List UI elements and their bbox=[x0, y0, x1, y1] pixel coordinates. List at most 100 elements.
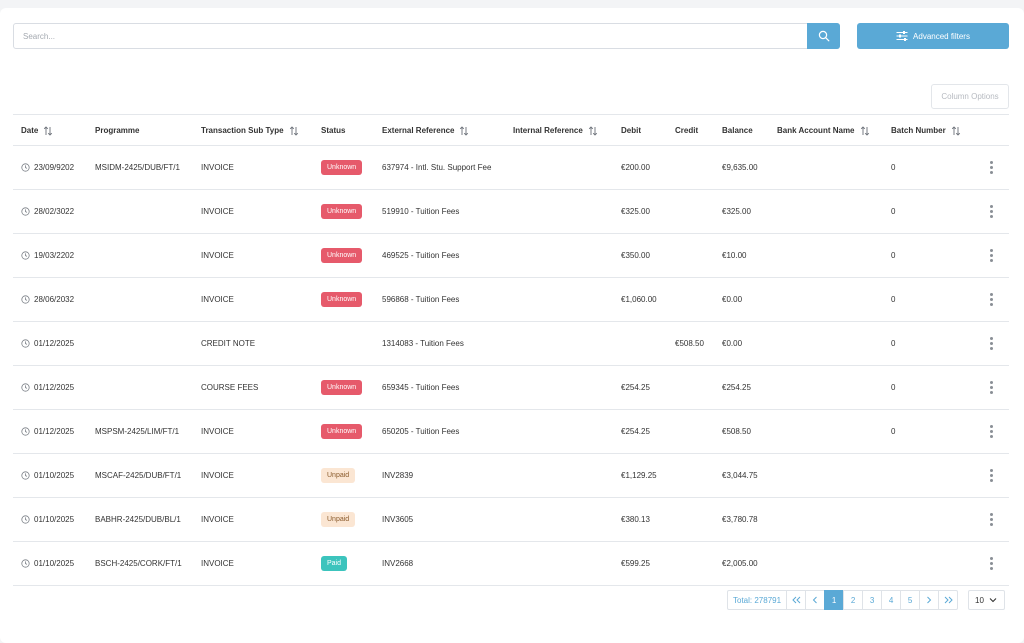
last-page-button[interactable] bbox=[938, 590, 959, 610]
column-header-label: Balance bbox=[722, 126, 753, 135]
cell-subtype: INVOICE bbox=[201, 295, 234, 304]
column-header-label: Credit bbox=[675, 126, 699, 135]
page-button-3[interactable]: 3 bbox=[862, 590, 883, 610]
status-badge: Unknown bbox=[321, 248, 363, 263]
sort-icon bbox=[289, 125, 299, 136]
column-header-date[interactable]: Date bbox=[21, 115, 53, 146]
cell-programme: MSPSM-2425/LIM/FT/1 bbox=[95, 427, 180, 436]
sort-icon bbox=[43, 125, 53, 136]
date-text: 19/03/2202 bbox=[34, 251, 75, 260]
cell-extref: INV3605 bbox=[382, 515, 414, 524]
cell-extref: 659345 - Tuition Fees bbox=[382, 383, 460, 392]
cell-date: 28/02/3022 bbox=[21, 190, 74, 233]
column-header-label: Programme bbox=[95, 126, 140, 135]
column-options-button[interactable]: Column Options bbox=[931, 84, 1009, 109]
prev-page-button[interactable] bbox=[805, 590, 826, 610]
column-header-intref[interactable]: Internal Reference bbox=[513, 115, 598, 146]
cell-balance: €254.25 bbox=[722, 383, 751, 392]
cell-debit: €1,060.00 bbox=[621, 295, 657, 304]
table-row: 01/10/2025 BSCH-2425/CORK/FT/1 INVOICE Paid… bbox=[13, 542, 1009, 586]
table-row: 01/10/2025 BABHR-2425/DUB/BL/1 INVOICE Unpa… bbox=[13, 498, 1009, 542]
cell-subtype: INVOICE bbox=[201, 207, 234, 216]
page-button-2[interactable]: 2 bbox=[843, 590, 864, 610]
cell-status: Unknown bbox=[321, 278, 363, 321]
cell-debit: €380.13 bbox=[621, 515, 650, 524]
cell-date: 01/10/2025 bbox=[21, 542, 74, 585]
date-text: 28/06/2032 bbox=[34, 295, 75, 304]
row-actions-button[interactable] bbox=[982, 322, 1000, 365]
cell-date: 01/12/2025 bbox=[21, 410, 74, 453]
vertical-dots-icon bbox=[989, 249, 993, 262]
chevron-left-icon bbox=[812, 596, 818, 604]
date-text: 01/10/2025 bbox=[34, 559, 75, 568]
row-actions-button[interactable] bbox=[982, 410, 1000, 453]
clock-icon bbox=[21, 163, 30, 172]
total-count: Total: 278791 bbox=[727, 590, 788, 610]
cell-subtype: INVOICE bbox=[201, 559, 234, 568]
cell-subtype: INVOICE bbox=[201, 471, 234, 480]
cell-balance: €325.00 bbox=[722, 207, 751, 216]
column-header-extref[interactable]: External Reference bbox=[382, 115, 469, 146]
cell-date: 01/12/2025 bbox=[21, 322, 74, 365]
status-badge: Paid bbox=[321, 556, 348, 571]
search-input[interactable] bbox=[14, 24, 808, 48]
cell-extref: INV2668 bbox=[382, 559, 414, 568]
column-header-balance: Balance bbox=[722, 115, 753, 146]
status-badge: Unpaid bbox=[321, 468, 356, 483]
date-text: 01/12/2025 bbox=[34, 427, 75, 436]
next-page-button[interactable] bbox=[919, 590, 940, 610]
column-header-debit: Debit bbox=[621, 115, 641, 146]
table-row: 01/12/2025 CREDIT NOTE 1314083 - Tuition F… bbox=[13, 322, 1009, 366]
vertical-dots-icon bbox=[989, 425, 993, 438]
page-button-5[interactable]: 5 bbox=[900, 590, 921, 610]
column-header-bank[interactable]: Bank Account Name bbox=[777, 115, 870, 146]
row-actions-button[interactable] bbox=[982, 366, 1000, 409]
cell-date: 19/03/2202 bbox=[21, 234, 74, 277]
status-badge: Unknown bbox=[321, 292, 363, 307]
cell-extref: 469525 - Tuition Fees bbox=[382, 251, 460, 260]
row-actions-button[interactable] bbox=[982, 146, 1000, 189]
first-page-button[interactable] bbox=[786, 590, 807, 610]
date-text: 01/10/2025 bbox=[34, 471, 75, 480]
cell-extref: 650205 - Tuition Fees bbox=[382, 427, 460, 436]
page-size-select[interactable]: 10 bbox=[968, 590, 1005, 610]
column-header-subtype[interactable]: Transaction Sub Type bbox=[201, 115, 299, 146]
status-badge: Unknown bbox=[321, 380, 363, 395]
row-actions-button[interactable] bbox=[982, 278, 1000, 321]
table-header: Date Programme Transaction Sub Type Status E… bbox=[13, 114, 1009, 146]
cell-status: Unknown bbox=[321, 366, 363, 409]
advanced-filters-button[interactable]: Advanced filters bbox=[857, 23, 1009, 49]
row-actions-button[interactable] bbox=[982, 190, 1000, 233]
cell-batch: 0 bbox=[891, 339, 896, 348]
row-actions-button[interactable] bbox=[982, 454, 1000, 497]
cell-extref: 637974 - Intl. Stu. Support Fee bbox=[382, 163, 492, 172]
cell-programme: MSIDM-2425/DUB/FT/1 bbox=[95, 163, 180, 172]
table-row: 28/02/3022 INVOICE Unknown 519910 - Tuition… bbox=[13, 190, 1009, 234]
vertical-dots-icon bbox=[989, 161, 993, 174]
clock-icon bbox=[21, 471, 30, 480]
cell-programme: BABHR-2425/DUB/BL/1 bbox=[95, 515, 181, 524]
column-header-label: Debit bbox=[621, 126, 641, 135]
status-badge: Unknown bbox=[321, 204, 363, 219]
table-row: 28/06/2032 INVOICE Unknown 596868 - Tuition… bbox=[13, 278, 1009, 322]
row-actions-button[interactable] bbox=[982, 498, 1000, 541]
clock-icon bbox=[21, 383, 30, 392]
clock-icon bbox=[21, 559, 30, 568]
cell-debit: €200.00 bbox=[621, 163, 650, 172]
cell-balance: €0.00 bbox=[722, 295, 743, 304]
search-button[interactable] bbox=[807, 23, 840, 49]
page-button-1[interactable]: 1 bbox=[824, 590, 845, 610]
cell-debit: €325.00 bbox=[621, 207, 650, 216]
vertical-dots-icon bbox=[989, 337, 993, 350]
page-button-4[interactable]: 4 bbox=[881, 590, 902, 610]
clock-icon bbox=[21, 515, 30, 524]
column-header-credit: Credit bbox=[675, 115, 698, 146]
cell-extref: 596868 - Tuition Fees bbox=[382, 295, 460, 304]
cell-balance: €10.00 bbox=[722, 251, 747, 260]
column-options-label: Column Options bbox=[941, 92, 999, 101]
advanced-filters-label: Advanced filters bbox=[913, 31, 970, 41]
column-header-batch[interactable]: Batch Number bbox=[891, 115, 961, 146]
row-actions-button[interactable] bbox=[982, 234, 1000, 277]
row-actions-button[interactable] bbox=[982, 542, 1000, 585]
